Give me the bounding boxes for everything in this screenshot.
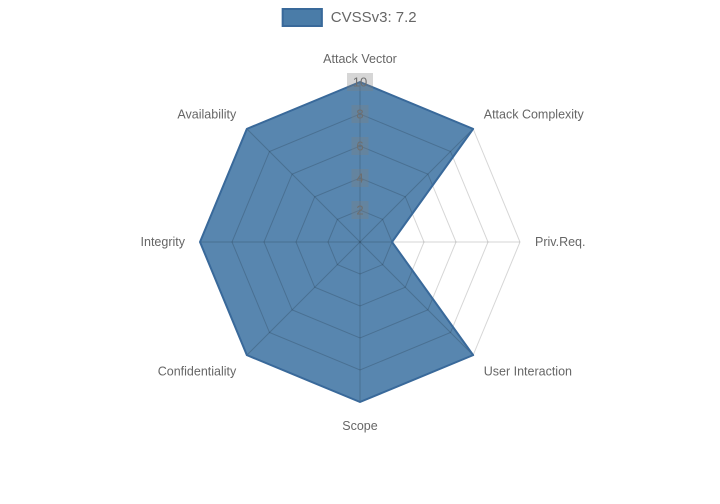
tick-backdrop [351,201,369,219]
tick-label: 6 [356,139,363,154]
tick-backdrop [351,169,369,187]
axis-label-confidentiality: Confidentiality [158,365,237,379]
legend-swatch [281,8,323,27]
radar-axis-line [246,241,361,356]
radar-grid-ring [295,177,425,307]
radar-axis-line [359,128,474,243]
legend-label: CVSSv3: 7.2 [330,9,417,26]
tick-label: 4 [356,171,363,186]
axis-label-scope: Scope [342,419,377,433]
radar-grid-ring [327,209,393,275]
axis-label-user-interaction: User Interaction [484,365,572,379]
tick-label: 2 [356,203,363,218]
tick-label: 8 [356,107,363,122]
axis-label-attack-vector: Attack Vector [323,52,397,66]
radar-data-fill [200,82,474,402]
tick-backdrop [347,73,373,91]
tick-backdrop [351,105,369,123]
tick-backdrop [351,137,369,155]
radar-data-outline [199,81,475,403]
chart-legend[interactable]: CVSSv3: 7.2 [281,8,417,27]
radar-grid-ring [263,145,457,339]
radar-axis-line [246,128,361,243]
axis-label-attack-complexity: Attack Complexity [484,107,585,121]
axis-label-availability: Availability [177,107,237,121]
tick-label: 10 [353,75,367,90]
axis-label-integrity: Integrity [141,235,186,249]
radar-grid-ring [231,113,489,371]
radar-axis-line [359,241,474,356]
axis-label-priv-req: Priv.Req. [535,235,585,249]
